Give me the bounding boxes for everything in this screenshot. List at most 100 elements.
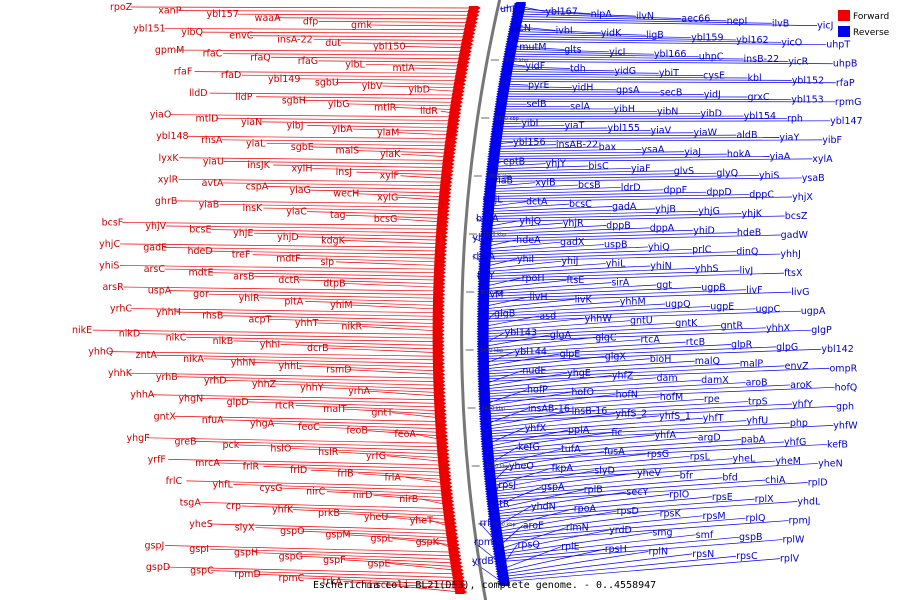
gene-label: dctR: [278, 275, 300, 286]
gene-link: [165, 545, 454, 553]
gene-label: yrfF: [148, 454, 166, 465]
gene-label: ftsE: [566, 275, 584, 286]
gene-arrow: [433, 368, 446, 373]
gene-link: [492, 165, 589, 170]
gene-arrow: [446, 129, 459, 134]
gene-arrow: [446, 535, 459, 540]
gene-link: [507, 71, 659, 74]
gene-label: ybl155: [608, 123, 640, 134]
gene-arrow: [432, 346, 445, 351]
gene-link: [494, 151, 685, 155]
gene-link: [208, 293, 439, 299]
gene-label: pck: [222, 440, 239, 451]
gene-label: feoB: [346, 426, 368, 437]
gene-link: [484, 358, 650, 372]
gene-link: [483, 344, 731, 357]
gene-arrow: [432, 339, 445, 344]
gene-label: rfaG: [298, 56, 318, 67]
gene-arrow: [452, 89, 465, 94]
gene-link: [483, 351, 515, 365]
gene-label: yhjC: [99, 239, 120, 250]
gene-link: [365, 64, 463, 67]
gene-label: yidG: [614, 66, 636, 77]
gene-arrow: [433, 390, 446, 395]
gene-arrow: [433, 383, 446, 388]
gene-link: [486, 413, 616, 430]
scale-label: 3550 kbp: [483, 232, 507, 238]
gene-arrow: [432, 299, 445, 304]
gene-label: insK: [242, 203, 263, 214]
gene-label: yheV: [637, 468, 661, 479]
gene-link: [346, 369, 439, 375]
gene-label: yhfS_1: [659, 411, 691, 422]
gene-label: nirD: [353, 490, 373, 501]
gene-label: dut: [325, 38, 341, 49]
gene-arrow: [433, 372, 446, 377]
gene-arrow: [434, 256, 447, 261]
gene-label: dam: [657, 373, 678, 384]
scale-label: 3450 kbp: [480, 348, 504, 354]
gene-link: [512, 41, 827, 46]
gene-label: gmk: [351, 20, 372, 31]
gene-arrow: [439, 470, 452, 475]
gene-link: [519, 8, 591, 15]
gene-link: [488, 203, 570, 210]
gene-link: [504, 86, 573, 88]
gene-link: [400, 175, 446, 179]
reverse-gene-links: [471, 3, 836, 585]
gene-link: [254, 275, 439, 281]
gene-link: [494, 496, 712, 517]
gene-arrow: [438, 463, 451, 468]
gene-label: rpoZ: [110, 2, 133, 13]
gene-label: insJ: [336, 167, 352, 178]
gene-label: ppiA: [568, 425, 590, 436]
gene-label: yhjV: [145, 221, 166, 232]
gene-label: yheM: [775, 456, 801, 467]
gene-link: [256, 96, 457, 100]
gene-label: ugpC: [755, 304, 780, 315]
gene-link: [505, 81, 836, 84]
gene-label: ybl157: [206, 9, 238, 20]
scale-label: 3700 kbp: [505, 58, 529, 64]
gene-link: [490, 455, 690, 475]
gene-label: frlR: [243, 462, 260, 473]
gene-link: [233, 484, 446, 491]
gene-arrow: [435, 241, 448, 246]
gene-link: [178, 178, 446, 183]
gene-link: [489, 446, 519, 465]
gene-link: [488, 210, 699, 217]
gene-arrow: [433, 278, 446, 283]
legend-forward-swatch: [838, 10, 850, 21]
gene-link: [491, 470, 595, 490]
gene-link: [517, 16, 727, 22]
gene-label: yiaU: [203, 156, 224, 167]
gene-link: [486, 241, 561, 250]
gene-link: [484, 265, 651, 275]
gene-label: yiaK: [380, 149, 401, 160]
gene-link: [130, 6, 474, 9]
gene-label: lldR: [420, 106, 438, 117]
gene-arrow: [440, 180, 453, 185]
gene-arrow: [450, 560, 463, 565]
gene-label: ysaB: [802, 173, 825, 184]
gene-label: yiaC: [286, 207, 307, 218]
gene-link: [483, 339, 641, 352]
gene-label: secB: [660, 87, 683, 98]
gene-label: glpG: [776, 342, 798, 353]
gene-arrow: [448, 118, 461, 123]
gene-arrow: [436, 437, 449, 442]
gene-link: [497, 517, 746, 540]
gene-link: [164, 268, 439, 274]
gene-label: bcsC: [569, 199, 592, 210]
gene-label: yibV: [362, 81, 383, 92]
gene-link: [483, 315, 540, 327]
gene-label: gadA: [612, 201, 637, 212]
gene-arrow: [464, 24, 477, 29]
gene-link: [387, 584, 461, 593]
gene-link: [216, 117, 454, 121]
gene-link: [168, 458, 444, 466]
gene-label: bcsE: [189, 225, 211, 236]
gene-label: insAB-16: [528, 404, 570, 415]
gene-link: [484, 267, 695, 277]
gene-label: yhgE: [567, 368, 591, 379]
